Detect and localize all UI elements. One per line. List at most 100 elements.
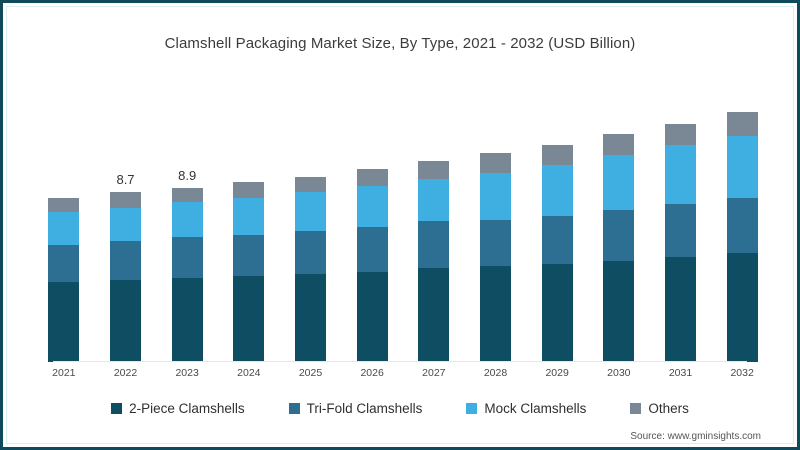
x-axis-tick-label: 2028 xyxy=(483,367,508,379)
bar-segment[interactable] xyxy=(233,198,265,236)
bar-segment[interactable] xyxy=(171,188,203,202)
bar-segment[interactable] xyxy=(48,281,80,362)
legend-swatch-icon xyxy=(466,403,478,414)
bar-segment[interactable] xyxy=(418,221,450,269)
bar-column[interactable] xyxy=(418,160,450,362)
bar-segment[interactable] xyxy=(418,160,450,179)
bar-segment[interactable] xyxy=(295,176,326,193)
x-axis-tick-label: 2031 xyxy=(668,367,693,379)
legend-swatch-icon xyxy=(630,403,642,414)
bar-segment[interactable] xyxy=(480,219,511,267)
bar-column[interactable] xyxy=(233,182,265,362)
bar-segment[interactable] xyxy=(48,244,80,282)
bar-segment[interactable] xyxy=(295,192,326,232)
bar-segment[interactable] xyxy=(171,201,203,238)
bar-segment[interactable] xyxy=(233,182,265,199)
bar-segment[interactable] xyxy=(726,252,758,362)
bar-segment[interactable] xyxy=(541,215,573,265)
legend-item[interactable]: 2-Piece Clamshells xyxy=(111,401,245,416)
bar-column[interactable] xyxy=(295,176,326,362)
legend-swatch-icon xyxy=(111,403,123,414)
stacked-bar[interactable] xyxy=(48,198,80,362)
stacked-bar[interactable] xyxy=(726,112,758,362)
bar-segment[interactable] xyxy=(48,198,80,212)
stacked-bar[interactable] xyxy=(418,160,450,362)
bar-segment[interactable] xyxy=(110,280,141,362)
bar-segment[interactable] xyxy=(665,256,696,362)
bar-segment[interactable] xyxy=(480,153,511,173)
stacked-bar[interactable] xyxy=(480,153,511,362)
stacked-bar[interactable] xyxy=(665,123,696,362)
bar-segment[interactable] xyxy=(110,192,141,208)
bar-segment[interactable] xyxy=(295,274,326,362)
bar-segment[interactable] xyxy=(171,278,203,362)
bar-value-label: 8.9 xyxy=(178,168,197,184)
legend-item[interactable]: Mock Clamshells xyxy=(466,401,586,416)
bar-segment[interactable] xyxy=(665,145,696,204)
legend-label: 2-Piece Clamshells xyxy=(129,401,245,416)
bar-segment[interactable] xyxy=(110,207,141,241)
bar-segment[interactable] xyxy=(726,198,758,253)
bar-segment[interactable] xyxy=(726,135,758,199)
bar-segment[interactable] xyxy=(541,264,573,362)
x-axis-tick-label: 2029 xyxy=(545,367,569,379)
x-axis-labels: 2021 2022 2023 2024 2025 2026 2027 2028 2029 2030… xyxy=(33,367,767,383)
bar-column[interactable]: 8.9 xyxy=(171,168,203,362)
x-axis-tick-label: 2026 xyxy=(360,367,384,379)
x-axis-tick-label: 2022 xyxy=(113,367,138,379)
stacked-bar[interactable] xyxy=(171,188,203,362)
legend-label: Tri-Fold Clamshells xyxy=(306,401,423,416)
bar-column[interactable] xyxy=(356,168,388,362)
bar-segment[interactable] xyxy=(356,168,388,187)
bar-segment[interactable] xyxy=(480,266,511,362)
x-axis-tick-label: 2021 xyxy=(52,367,76,379)
stacked-bar[interactable] xyxy=(603,133,635,362)
legend-swatch-icon xyxy=(288,403,300,414)
bar-segment[interactable] xyxy=(233,276,265,362)
bar-segment[interactable] xyxy=(541,164,573,216)
x-axis-tick-label: 2025 xyxy=(298,367,323,379)
bar-segment[interactable] xyxy=(665,123,696,146)
bar-segment[interactable] xyxy=(356,186,388,228)
bar-column[interactable] xyxy=(48,198,80,362)
bar-segment[interactable] xyxy=(171,237,203,279)
chart-canvas: Clamshell Packaging Market Size, By Type… xyxy=(6,6,794,444)
chart-legend: 2-Piece Clamshells Tri-Fold Clamshells Moc… xyxy=(7,401,793,416)
bar-segment[interactable] xyxy=(726,112,758,136)
bar-column[interactable] xyxy=(541,145,573,362)
bar-segment[interactable] xyxy=(110,240,141,281)
bar-column[interactable] xyxy=(665,123,696,362)
x-axis-tick-label: 2027 xyxy=(422,367,446,379)
legend-item[interactable]: Others xyxy=(630,401,689,416)
stacked-bar[interactable] xyxy=(295,176,326,362)
bar-segment[interactable] xyxy=(418,268,450,362)
bar-segment[interactable] xyxy=(480,172,511,220)
stacked-bar[interactable] xyxy=(110,192,141,362)
bar-segment[interactable] xyxy=(233,235,265,277)
bar-segment[interactable] xyxy=(541,145,573,165)
stacked-bar[interactable] xyxy=(356,168,388,362)
bar-segment[interactable] xyxy=(603,209,635,261)
stacked-bar[interactable] xyxy=(541,145,573,362)
legend-item[interactable]: Tri-Fold Clamshells xyxy=(288,401,423,416)
bar-segment[interactable] xyxy=(603,133,635,156)
bar-segment[interactable] xyxy=(603,260,635,362)
stacked-bar[interactable] xyxy=(233,182,265,362)
bar-segment[interactable] xyxy=(603,155,635,210)
bar-segment[interactable] xyxy=(356,272,388,362)
bar-segment[interactable] xyxy=(356,227,388,273)
bar-segment[interactable] xyxy=(665,203,696,257)
x-axis-line xyxy=(53,361,747,362)
bar-value-label: 8.7 xyxy=(116,172,135,188)
bar-column[interactable] xyxy=(726,112,758,362)
bar-column[interactable]: 8.7 xyxy=(110,172,141,362)
bar-column[interactable] xyxy=(603,133,635,362)
bar-segment[interactable] xyxy=(295,231,326,275)
x-axis-tick-label: 2032 xyxy=(730,367,754,379)
x-axis-tick-label: 2030 xyxy=(607,367,631,379)
bar-segment[interactable] xyxy=(48,211,80,245)
legend-label: Others xyxy=(648,401,689,416)
bar-segment[interactable] xyxy=(418,178,450,222)
bar-column[interactable] xyxy=(480,153,511,362)
